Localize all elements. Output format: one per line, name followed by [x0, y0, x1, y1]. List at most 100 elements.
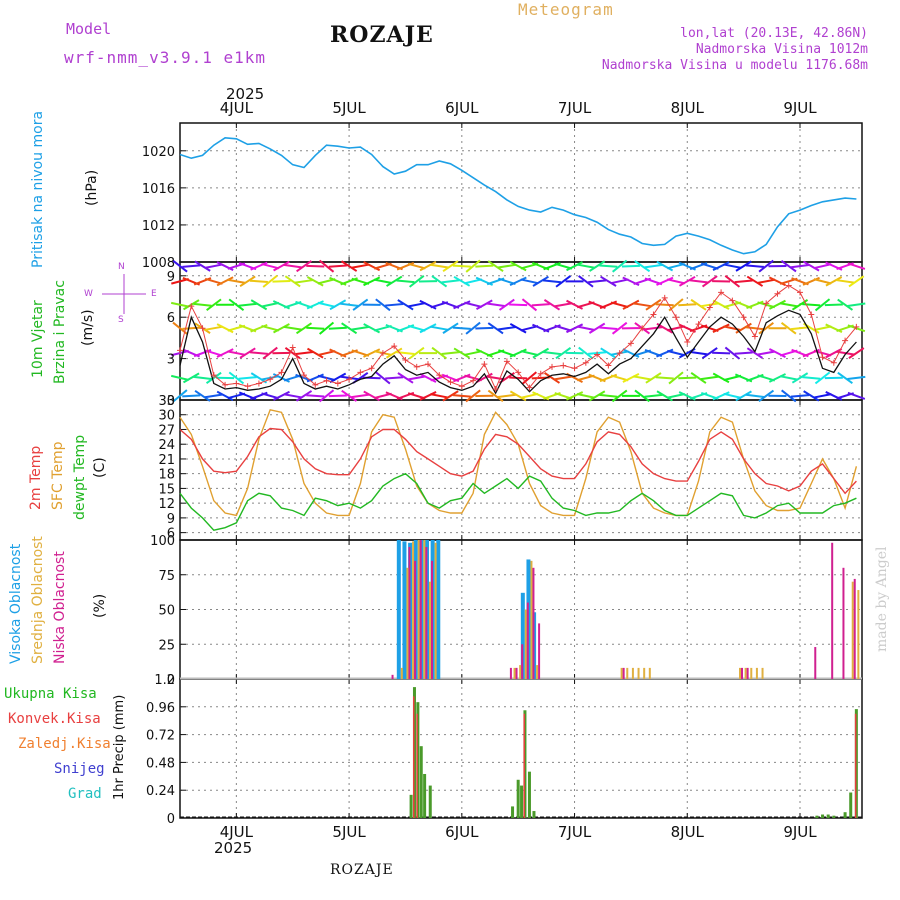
- wind-gust-marker: [391, 343, 398, 350]
- wind-arrow: [193, 302, 212, 307]
- wind-arrow: [306, 276, 324, 287]
- wind-arrow: [610, 301, 629, 309]
- wind-arrow: [363, 276, 381, 287]
- wind-arrow: [611, 321, 628, 335]
- wind-arrow: [724, 274, 741, 288]
- station-title: ROZAJE: [330, 22, 434, 48]
- wind-arrow: [408, 346, 425, 360]
- wind-gust-marker: [425, 361, 431, 368]
- wind-arrow: [599, 326, 618, 331]
- wind-gust-marker: [582, 359, 589, 366]
- day-label-bottom: 6JUL: [445, 823, 479, 841]
- conv-precip-bar: [523, 713, 525, 818]
- temp-ytick-label: 21: [158, 453, 175, 468]
- wind-gust-marker: [346, 376, 353, 383]
- pressure-ytick-label: 1020: [142, 145, 175, 160]
- mid-cloud-bar: [524, 609, 527, 679]
- wind-arrow: [734, 351, 753, 355]
- wind-gust-marker: [616, 350, 623, 357]
- wind-arrow: [655, 303, 674, 307]
- compass-south: S: [118, 315, 124, 325]
- wind-arrow: [746, 275, 764, 287]
- day-label-top: 5JUL: [332, 99, 366, 117]
- wind-arrow: [802, 260, 820, 272]
- temp-ytick-label: 27: [158, 423, 175, 438]
- wind-arrow: [194, 260, 211, 272]
- total-precip-bar: [520, 785, 524, 818]
- wind-arrow: [464, 350, 483, 356]
- wind-arrow: [216, 276, 234, 287]
- wind-arrow: [452, 326, 471, 330]
- wind-arrow: [487, 322, 504, 335]
- compass-west: W: [84, 289, 93, 299]
- wind-arrow: [509, 261, 527, 272]
- wind-arrow: [588, 260, 606, 272]
- t-sfc-line: [179, 408, 858, 517]
- wind-arrow: [521, 298, 538, 312]
- wind-gust-marker: [503, 358, 510, 365]
- total-precip-bar: [849, 792, 853, 818]
- wind-arrow: [407, 324, 426, 332]
- wind-gust-marker: [357, 369, 364, 376]
- wind-gust-marker: [785, 282, 792, 289]
- legend-conv-precip: Konvek.Kisa: [8, 711, 101, 727]
- wind-gust-marker: [797, 289, 803, 296]
- wind-arrow: [262, 274, 278, 288]
- wind-arrow: [576, 393, 595, 399]
- wind-arrow: [520, 350, 539, 357]
- wind-arrow: [430, 325, 449, 331]
- wind-arrow: [768, 299, 786, 310]
- wind-arrow: [430, 263, 449, 269]
- mid-cloud-bar: [530, 560, 533, 679]
- wind-arrow: [813, 393, 832, 399]
- wind-arrow: [723, 325, 742, 332]
- day-label-bottom: 9JUL: [783, 823, 817, 841]
- mid-cloud-bar: [750, 667, 753, 679]
- wind-arrow: [723, 392, 742, 399]
- wind-gust-marker: [526, 384, 533, 391]
- wind-arrow: [261, 324, 280, 332]
- total-precip-bar: [832, 815, 836, 818]
- model-elevation-label: Nadmorska Visina u modelu 1176.68m: [601, 58, 868, 73]
- mid-cloud-bar: [643, 667, 646, 679]
- wind-arrow: [520, 278, 539, 285]
- wind-gust-marker: [684, 339, 691, 346]
- wind-arrow: [723, 263, 742, 269]
- wind-arrow: [465, 389, 481, 403]
- wind-arrow: [555, 275, 572, 288]
- wind-gust-marker: [199, 325, 206, 332]
- wind-unit: (m/s): [80, 309, 96, 346]
- wind-arrow: [758, 389, 775, 402]
- wind-arrow: [814, 371, 831, 385]
- wind-gust-marker: [605, 362, 612, 369]
- wind-arrow: [779, 375, 798, 381]
- wind-gust-marker: [695, 321, 702, 328]
- wind-gust-marker: [842, 337, 849, 344]
- wind-arrow: [329, 372, 347, 384]
- wind-arrow: [633, 302, 652, 308]
- low-cloud-bar: [391, 674, 394, 679]
- wind-arrow: [701, 347, 718, 360]
- model-name: wrf-nmm_v3.9.1 e1km: [64, 48, 267, 67]
- mid-cloud-bar: [536, 665, 539, 679]
- wind-arrow: [261, 392, 280, 400]
- mid-cloud-bar: [739, 667, 741, 679]
- wind-arrow: [611, 389, 628, 403]
- wind-gust-marker: [594, 351, 601, 358]
- wind-arrow: [532, 275, 549, 287]
- wind-arrow: [464, 301, 483, 308]
- wind-arrow: [351, 325, 370, 331]
- wind-arrow: [182, 372, 200, 384]
- wind-arrow: [758, 322, 774, 335]
- low-cloud-bar: [515, 667, 518, 679]
- wind-arrow: [690, 298, 707, 311]
- precip-ytick-label: 1.2: [154, 673, 175, 688]
- mid-cloud-bar: [417, 540, 420, 679]
- wind-arrow: [453, 300, 471, 310]
- wind-gust-marker: [639, 325, 646, 332]
- high-cloud-bar: [436, 540, 441, 679]
- wind-gust-marker: [706, 304, 713, 311]
- wind-arrow: [329, 299, 347, 311]
- model-label: Model: [66, 20, 112, 38]
- wind-arrow: [497, 325, 516, 331]
